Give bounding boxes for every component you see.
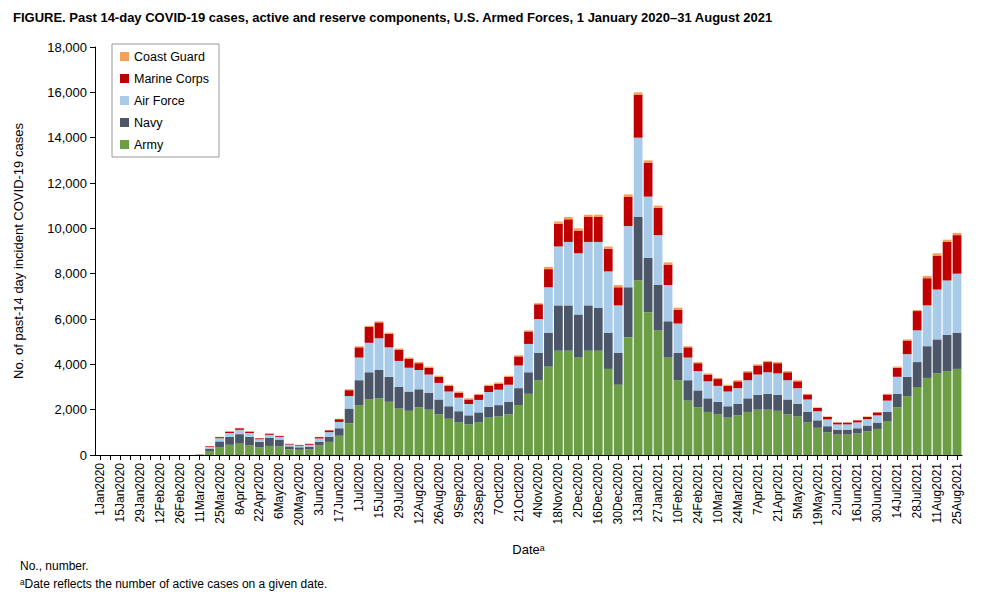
svg-text:No., number.: No., number. xyxy=(20,559,89,573)
svg-text:25Mar2020: 25Mar2020 xyxy=(213,463,227,524)
svg-text:15Jan2020: 15Jan2020 xyxy=(113,463,127,523)
svg-text:24Mar2021: 24Mar2021 xyxy=(731,463,745,524)
svg-text:21Apr2021: 21Apr2021 xyxy=(771,463,785,522)
svg-text:13Jan2021: 13Jan2021 xyxy=(631,463,645,523)
svg-text:18,000: 18,000 xyxy=(47,40,87,55)
svg-text:0: 0 xyxy=(80,448,87,463)
svg-text:10Feb2021: 10Feb2021 xyxy=(671,463,685,524)
svg-text:No. of past-14 day incident CO: No. of past-14 day incident COVID-19 cas… xyxy=(11,123,26,379)
svg-text:27Jan2021: 27Jan2021 xyxy=(651,463,665,523)
svg-text:25Aug2021: 25Aug2021 xyxy=(950,463,964,525)
svg-text:9Sep2020: 9Sep2020 xyxy=(452,463,466,518)
svg-text:4,000: 4,000 xyxy=(54,357,87,372)
svg-text:7Apr2021: 7Apr2021 xyxy=(751,463,765,515)
svg-text:24Feb2021: 24Feb2021 xyxy=(691,463,705,524)
svg-text:4Nov2020: 4Nov2020 xyxy=(531,463,545,518)
svg-text:Air Force: Air Force xyxy=(134,94,185,108)
svg-text:8Apr2020: 8Apr2020 xyxy=(233,463,247,515)
svg-text:14Jul2021: 14Jul2021 xyxy=(890,463,904,519)
svg-text:15Jul2020: 15Jul2020 xyxy=(372,463,386,519)
svg-text:21Oct2020: 21Oct2020 xyxy=(512,463,526,522)
svg-text:29Jan2020: 29Jan2020 xyxy=(133,463,147,523)
svg-text:Army: Army xyxy=(134,138,164,152)
svg-text:14,000: 14,000 xyxy=(47,130,87,145)
svg-text:16Jun2021: 16Jun2021 xyxy=(850,463,864,523)
svg-text:20May2020: 20May2020 xyxy=(292,463,306,526)
svg-text:23Sep2020: 23Sep2020 xyxy=(472,463,486,525)
svg-text:11Aug2021: 11Aug2021 xyxy=(930,463,944,524)
svg-text:1Jul2020: 1Jul2020 xyxy=(352,463,366,512)
svg-text:1Jan2020: 1Jan2020 xyxy=(93,463,107,516)
svg-text:ᵃDate reflects the number of a: ᵃDate reflects the number of active case… xyxy=(20,577,327,591)
svg-text:7Oct2020: 7Oct2020 xyxy=(492,463,506,515)
svg-text:18Nov2020: 18Nov2020 xyxy=(551,463,565,525)
svg-text:6,000: 6,000 xyxy=(54,312,87,327)
svg-text:28Jul2021: 28Jul2021 xyxy=(910,463,924,519)
svg-text:6May2020: 6May2020 xyxy=(272,463,286,519)
svg-text:Dateᵃ: Dateᵃ xyxy=(512,542,544,557)
svg-text:FIGURE. Past 14-day COVID-19 c: FIGURE. Past 14-day COVID-19 cases, acti… xyxy=(13,10,772,25)
svg-text:19May2021: 19May2021 xyxy=(811,463,825,526)
svg-text:12,000: 12,000 xyxy=(47,176,87,191)
svg-text:16,000: 16,000 xyxy=(47,85,87,100)
svg-text:16Dec2020: 16Dec2020 xyxy=(591,463,605,525)
svg-text:22Apr2020: 22Apr2020 xyxy=(252,463,266,522)
svg-text:10Mar2021: 10Mar2021 xyxy=(711,463,725,524)
svg-text:2Jun2021: 2Jun2021 xyxy=(830,463,844,516)
svg-text:10,000: 10,000 xyxy=(47,221,87,236)
svg-text:2Dec2020: 2Dec2020 xyxy=(571,463,585,518)
svg-text:3Jun2020: 3Jun2020 xyxy=(312,463,326,516)
svg-text:11Mar2020: 11Mar2020 xyxy=(193,463,207,523)
svg-text:Coast Guard: Coast Guard xyxy=(134,50,205,64)
svg-text:2,000: 2,000 xyxy=(54,402,87,417)
svg-text:12Feb2020: 12Feb2020 xyxy=(153,463,167,524)
svg-text:Navy: Navy xyxy=(134,116,163,130)
svg-text:26Aug2020: 26Aug2020 xyxy=(432,463,446,525)
svg-text:26Feb2020: 26Feb2020 xyxy=(173,463,187,524)
svg-text:5May2021: 5May2021 xyxy=(791,463,805,519)
svg-text:29Jul2020: 29Jul2020 xyxy=(392,463,406,519)
svg-text:Marine Corps: Marine Corps xyxy=(134,72,209,86)
svg-text:30Jun2021: 30Jun2021 xyxy=(870,463,884,523)
svg-text:17Jun2020: 17Jun2020 xyxy=(332,463,346,523)
svg-text:8,000: 8,000 xyxy=(54,266,87,281)
svg-text:12Aug2020: 12Aug2020 xyxy=(412,463,426,525)
svg-text:30Dec2020: 30Dec2020 xyxy=(611,463,625,525)
